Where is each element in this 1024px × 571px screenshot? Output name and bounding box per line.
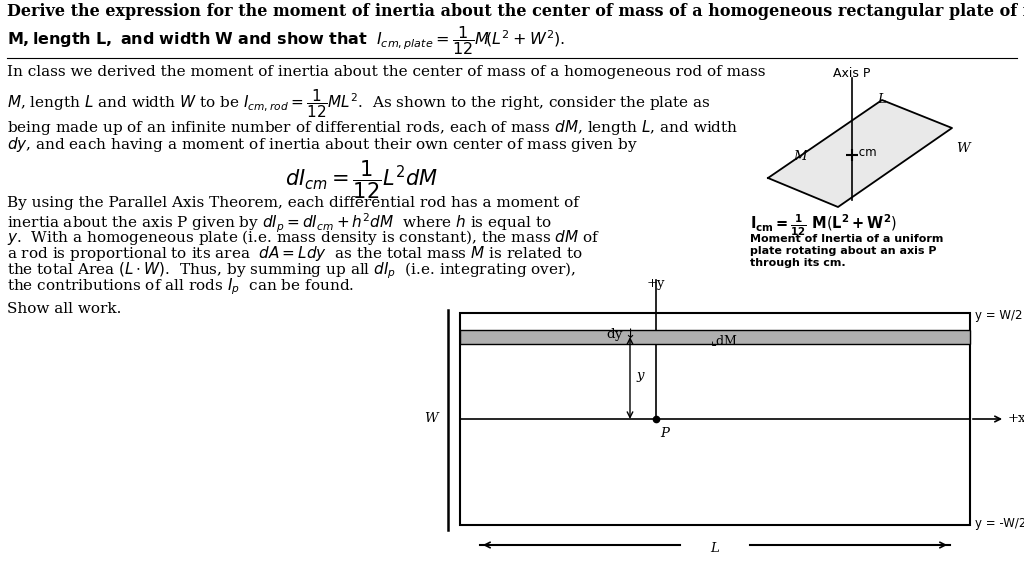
Text: $\mathbf{I_{cm} = \frac{1}{12}\ M\left(L^2 + W^2\right)}$: $\mathbf{I_{cm} = \frac{1}{12}\ M\left(L… bbox=[750, 213, 897, 238]
Text: the contributions of all rods $I_p$  can be found.: the contributions of all rods $I_p$ can … bbox=[7, 276, 354, 296]
Text: being made up of an infinite number of differential rods, each of mass $dM$, len: being made up of an infinite number of d… bbox=[7, 118, 738, 137]
Text: P: P bbox=[660, 427, 669, 440]
Text: W: W bbox=[424, 412, 438, 425]
Text: L: L bbox=[711, 542, 720, 556]
Text: W: W bbox=[956, 142, 970, 155]
Text: L: L bbox=[878, 93, 887, 106]
Text: y = W/2: y = W/2 bbox=[975, 308, 1023, 321]
Text: +x: +x bbox=[1008, 412, 1024, 425]
Polygon shape bbox=[768, 100, 952, 207]
Text: $y$.  With a homogeneous plate (i.e. mass density is constant), the mass $dM$ of: $y$. With a homogeneous plate (i.e. mass… bbox=[7, 228, 600, 247]
Text: $\mathbf{M, length\ L,\ and\ width\ W\ and\ show\ that}$  $I_{cm,plate} = \dfrac: $\mathbf{M, length\ L,\ and\ width\ W\ a… bbox=[7, 24, 565, 57]
Text: inertia about the axis P given by $dI_p = dI_{cm} + h^{2}dM$  where $h$ is equal: inertia about the axis P given by $dI_p … bbox=[7, 212, 552, 235]
Text: $dy$, and each having a moment of inertia about their own center of mass given b: $dy$, and each having a moment of inerti… bbox=[7, 135, 638, 154]
Text: $M$, length $L$ and width $W$ to be $I_{cm,rod} = \dfrac{1}{12}ML^{2}$.  As show: $M$, length $L$ and width $W$ to be $I_{… bbox=[7, 87, 711, 120]
Text: $\llcorner$dM: $\llcorner$dM bbox=[710, 333, 738, 348]
Text: Show all work.: Show all work. bbox=[7, 302, 122, 316]
Text: Derive the expression for the moment of inertia about the center of mass of a ho: Derive the expression for the moment of … bbox=[7, 3, 1024, 20]
Text: Moment of Inertia of a uniform: Moment of Inertia of a uniform bbox=[750, 234, 943, 244]
Text: through its cm.: through its cm. bbox=[750, 258, 846, 268]
Text: y = -W/2: y = -W/2 bbox=[975, 517, 1024, 529]
Text: a rod is proportional to its area  $dA = Ldy$  as the total mass $M$ is related : a rod is proportional to its area $dA = … bbox=[7, 244, 583, 263]
Text: Axis P: Axis P bbox=[834, 67, 870, 80]
Text: dy$\downarrow$: dy$\downarrow$ bbox=[605, 326, 635, 343]
Text: $dI_{cm} = \dfrac{1}{12}L^{2}dM$: $dI_{cm} = \dfrac{1}{12}L^{2}dM$ bbox=[285, 158, 438, 200]
Text: By using the Parallel Axis Theorem, each differential rod has a moment of: By using the Parallel Axis Theorem, each… bbox=[7, 196, 579, 210]
Text: plate rotating about an axis P: plate rotating about an axis P bbox=[750, 246, 937, 256]
Bar bbox=[460, 313, 970, 525]
Text: M: M bbox=[793, 151, 807, 163]
Text: In class we derived the moment of inertia about the center of mass of a homogene: In class we derived the moment of inerti… bbox=[7, 65, 766, 79]
Text: the total Area $(L \cdot W)$.  Thus, by summing up all $dI_p$  (i.e. integrating: the total Area $(L \cdot W)$. Thus, by s… bbox=[7, 260, 577, 280]
Bar bbox=[460, 330, 970, 344]
Text: cm: cm bbox=[855, 146, 877, 159]
Text: y: y bbox=[636, 369, 643, 383]
Text: +y: +y bbox=[647, 277, 666, 290]
